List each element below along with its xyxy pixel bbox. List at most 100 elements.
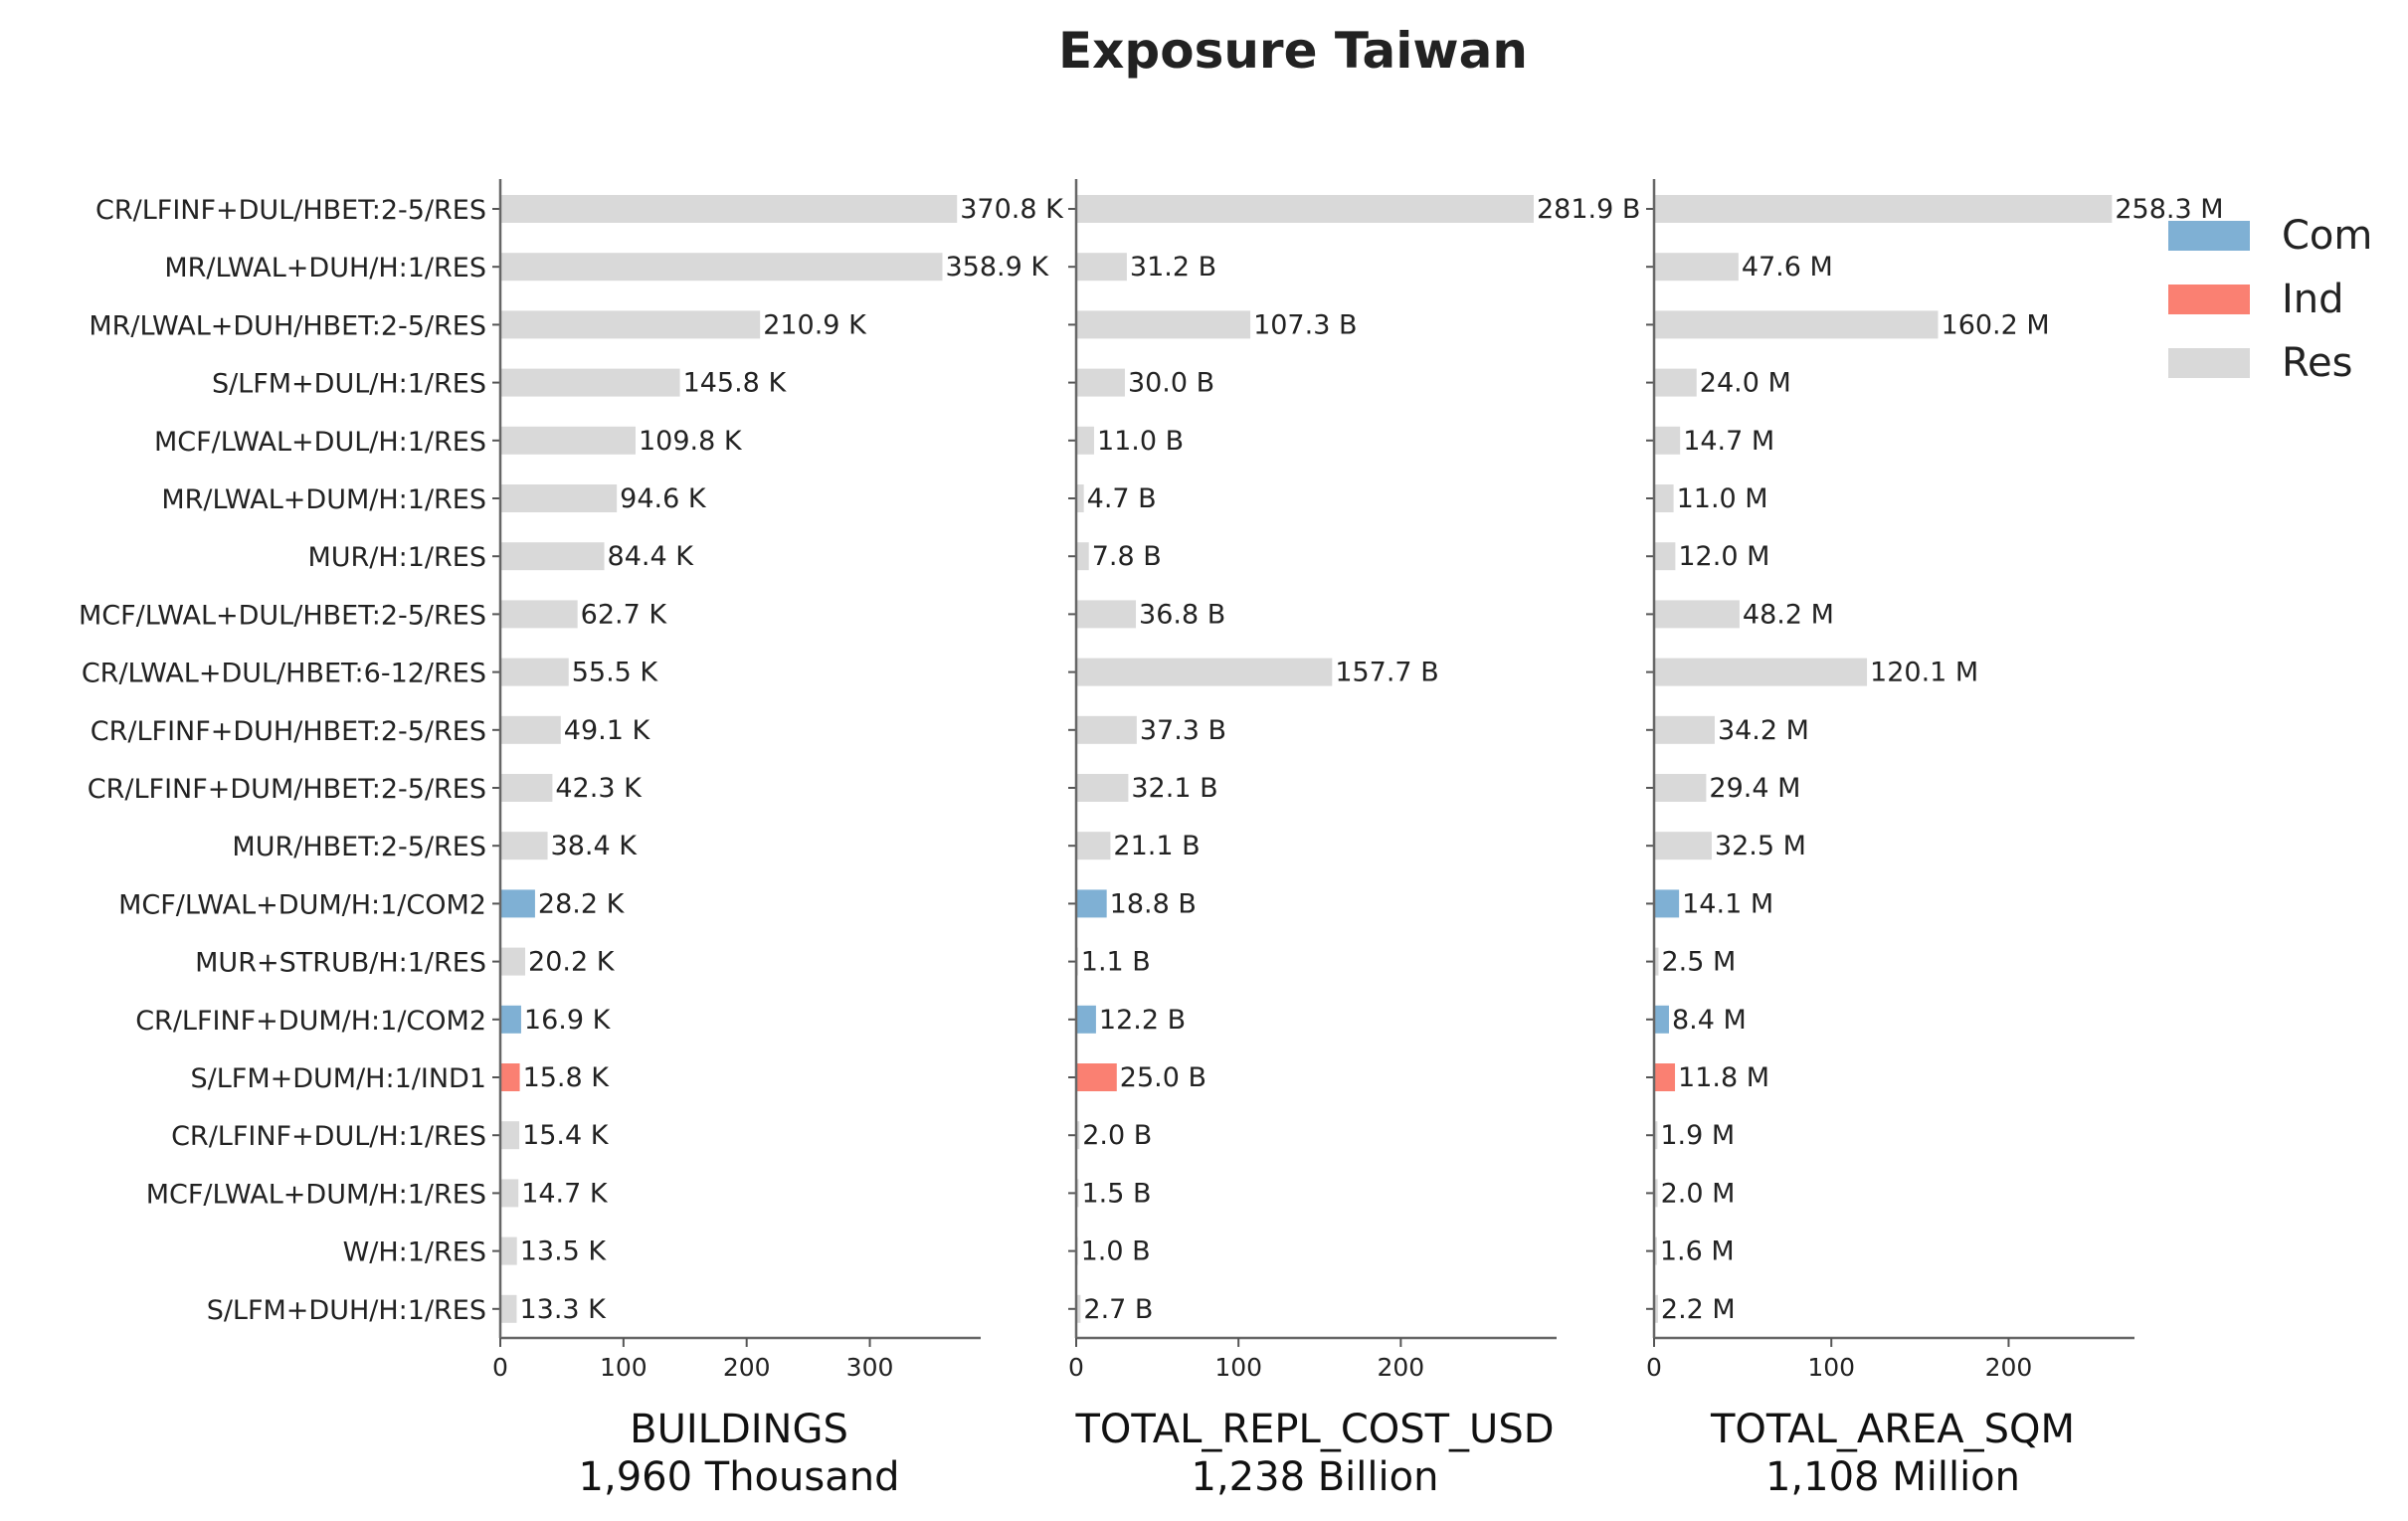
bar-value-label: 30.0 B xyxy=(1128,368,1214,399)
x-tick-label: 200 xyxy=(1377,1353,1424,1382)
bar-value-label: 14.7 M xyxy=(1683,426,1774,457)
bar-value-label: 160.2 M xyxy=(1942,309,2050,340)
x-tick-label: 200 xyxy=(723,1353,771,1382)
bar xyxy=(1654,832,1712,860)
bar xyxy=(1076,426,1094,455)
bar xyxy=(1076,253,1127,282)
bar xyxy=(1076,832,1111,860)
bar-value-label: 29.4 M xyxy=(1709,773,1800,804)
bar-value-label: 62.7 K xyxy=(581,599,668,630)
x-axis-label: BUILDINGS xyxy=(630,1407,848,1452)
bar xyxy=(500,600,578,629)
category-label: CR/LFINF+DUL/HBET:2-5/RES xyxy=(95,195,486,226)
bar xyxy=(500,195,958,223)
bar-value-label: 32.1 B xyxy=(1131,773,1217,804)
bar-value-label: 1.5 B xyxy=(1081,1178,1151,1209)
bar xyxy=(500,310,761,339)
bar-value-label: 12.0 M xyxy=(1678,541,1769,572)
x-tick-label: 100 xyxy=(1807,1353,1855,1382)
bar xyxy=(1076,368,1125,397)
panel-total-area-sqm: 258.3 M 47.6 M 160.2 M 24.0 M 14.7 M 11.0 M 12… xyxy=(1646,179,2224,1500)
bar xyxy=(500,253,943,282)
bar-value-label: 38.4 K xyxy=(551,831,639,861)
bar xyxy=(1076,310,1251,339)
bar-value-label: 34.2 M xyxy=(1718,715,1809,746)
bar xyxy=(1076,542,1089,571)
x-axis-total: 1,238 Billion xyxy=(1192,1454,1439,1500)
bar xyxy=(1654,715,1715,744)
x-axis-label: TOTAL_REPL_COST_USD xyxy=(1074,1407,1554,1452)
bar xyxy=(500,426,636,455)
x-tick-label: 200 xyxy=(1985,1353,2033,1382)
bar xyxy=(500,715,561,744)
bar xyxy=(500,1063,520,1091)
category-label: MR/LWAL+DUM/H:1/RES xyxy=(161,484,486,515)
legend-label-res: Res xyxy=(2282,340,2352,386)
bar-value-label: 1.1 B xyxy=(1081,947,1151,978)
bar-value-label: 2.0 M xyxy=(1661,1178,1736,1209)
bar-value-label: 20.2 K xyxy=(528,947,616,978)
bar-value-label: 13.3 K xyxy=(519,1294,607,1325)
bar-value-label: 145.8 K xyxy=(683,368,788,399)
bar-value-label: 370.8 K xyxy=(960,194,1064,225)
bar xyxy=(1654,1121,1658,1150)
x-tick-label: 300 xyxy=(846,1353,894,1382)
category-label: S/LFM+DUL/H:1/RES xyxy=(212,369,486,400)
bar-value-label: 14.7 K xyxy=(521,1178,609,1209)
bar xyxy=(1076,1005,1096,1034)
bar-value-label: 358.9 K xyxy=(945,252,1049,283)
bar xyxy=(500,542,605,571)
bar-value-label: 2.7 B xyxy=(1083,1294,1153,1325)
category-label: MCF/LWAL+DUM/H:1/RES xyxy=(146,1179,486,1210)
category-label: CR/LFINF+DUH/HBET:2-5/RES xyxy=(91,716,486,747)
bar-value-label: 1.9 M xyxy=(1660,1120,1735,1151)
category-label: S/LFM+DUM/H:1/IND1 xyxy=(191,1063,486,1094)
category-label: MR/LWAL+DUH/H:1/RES xyxy=(164,253,486,284)
bar xyxy=(1654,253,1739,282)
bar xyxy=(1654,947,1659,976)
bar xyxy=(1654,542,1676,571)
bar-value-label: 15.4 K xyxy=(522,1120,610,1151)
x-axis-label: TOTAL_AREA_SQM xyxy=(1710,1407,2075,1452)
bar-value-label: 157.7 B xyxy=(1335,658,1438,688)
legend-swatch-com xyxy=(2168,221,2250,251)
category-label: CR/LFINF+DUM/HBET:2-5/RES xyxy=(88,774,486,805)
chart-legend: Com Ind Res xyxy=(2168,213,2372,386)
bar xyxy=(500,1005,521,1034)
bar xyxy=(1654,368,1697,397)
bar xyxy=(1076,715,1137,744)
bar xyxy=(1654,484,1674,512)
category-label: MR/LWAL+DUH/HBET:2-5/RES xyxy=(89,310,486,341)
bar xyxy=(1076,889,1107,918)
bar-value-label: 18.8 B xyxy=(1110,888,1197,919)
bar xyxy=(1654,658,1868,686)
bar-value-label: 2.0 B xyxy=(1082,1120,1152,1151)
bar-value-label: 120.1 M xyxy=(1870,658,1978,688)
bar-value-label: 36.8 B xyxy=(1139,599,1225,630)
x-tick-label: 0 xyxy=(1646,1353,1662,1382)
panel-total-repl-cost-usd: 281.9 B 31.2 B 107.3 B 30.0 B 11.0 B 4.7 B 7.8… xyxy=(1068,179,1640,1500)
bar-value-label: 2.2 M xyxy=(1661,1294,1736,1325)
bar-value-label: 11.8 M xyxy=(1678,1062,1769,1093)
bar xyxy=(1654,310,1939,339)
bar xyxy=(500,368,680,397)
bar-value-label: 47.6 M xyxy=(1742,252,1833,283)
chart-title: Exposure Taiwan xyxy=(1058,22,1528,80)
bar-value-label: 55.5 K xyxy=(572,658,659,688)
legend-swatch-res xyxy=(2168,348,2250,378)
bar xyxy=(1654,195,2113,223)
bar xyxy=(500,1236,517,1265)
bar xyxy=(500,484,618,512)
bar xyxy=(1076,1063,1117,1091)
panel-buildings: 370.8 K 358.9 K 210.9 K 145.8 K 109.8 K 94.6 … xyxy=(79,179,1064,1500)
bar-value-label: 258.3 M xyxy=(2115,194,2223,225)
bar-value-label: 24.0 M xyxy=(1700,368,1791,399)
bar xyxy=(1654,1179,1658,1208)
bar-value-label: 4.7 B xyxy=(1087,483,1157,514)
bar-value-label: 28.2 K xyxy=(538,888,626,919)
bar-value-label: 210.9 K xyxy=(763,309,867,340)
bar-value-label: 8.4 M xyxy=(1672,1005,1747,1036)
bar-value-label: 25.0 B xyxy=(1120,1062,1206,1093)
bar xyxy=(1654,426,1681,455)
